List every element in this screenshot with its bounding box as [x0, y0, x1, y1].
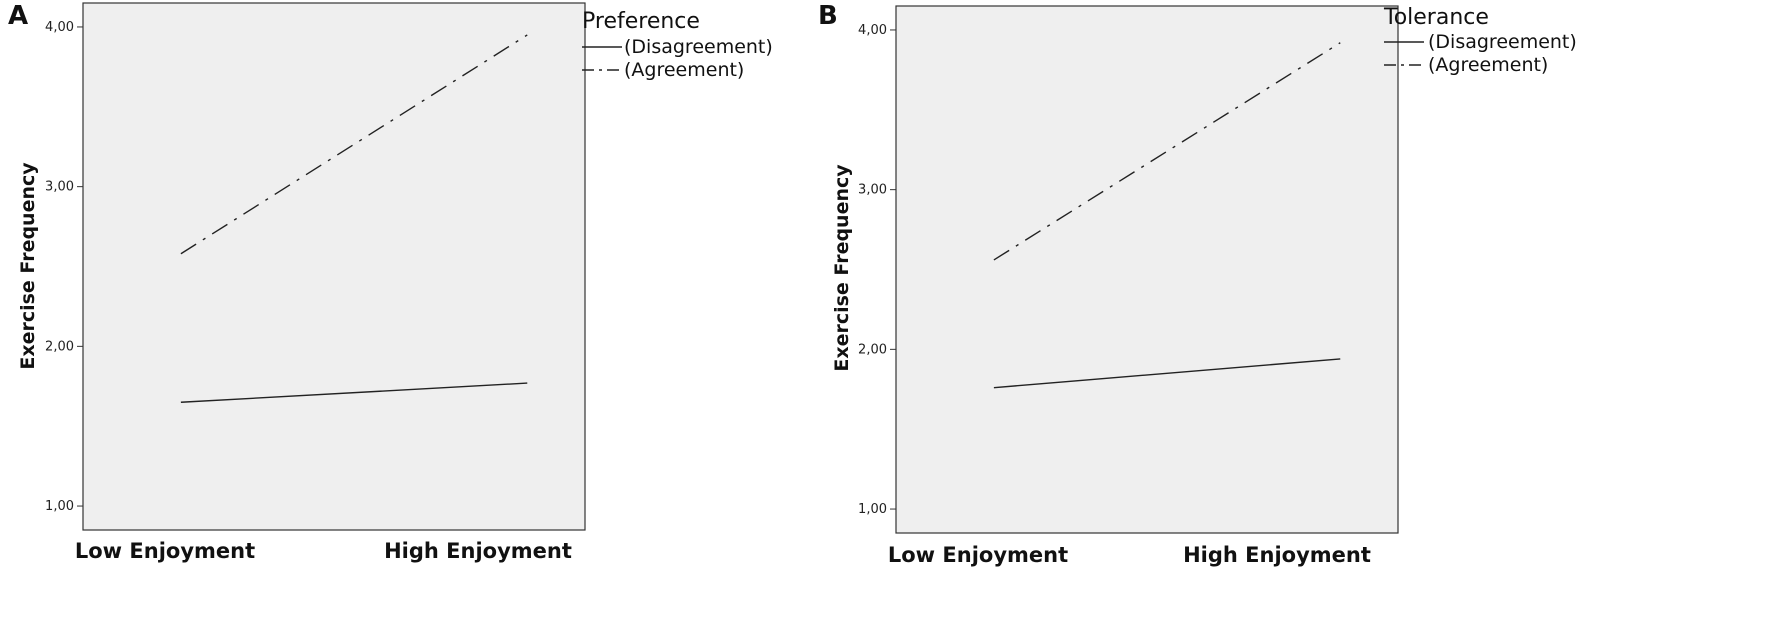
x-tick-label-low: Low Enjoyment: [75, 539, 255, 563]
panel-letter: B: [818, 1, 838, 31]
y-ticks: 1,00 2,00 3,00 4,00: [858, 23, 896, 517]
plot-area: [895, 5, 1399, 534]
legend-title: Tolerance: [1383, 5, 1489, 30]
y-axis-title: Exercise Frequency: [17, 162, 39, 370]
legend-label-disagreement: (Disagreement): [624, 36, 773, 58]
y-tick-label: 3,00: [45, 180, 74, 195]
y-tick-label: 2,00: [858, 342, 887, 357]
y-ticks: 1,00 2,00 3,00 4,00: [45, 20, 83, 514]
x-tick-label-high: High Enjoyment: [384, 539, 572, 563]
legend-title: Preference: [582, 9, 700, 34]
x-tick-label-low: Low Enjoyment: [888, 543, 1068, 567]
legend-label-agreement: (Agreement): [1428, 54, 1548, 76]
y-tick-label: 2,00: [45, 339, 74, 354]
legend-label-disagreement: (Disagreement): [1428, 31, 1577, 53]
plot-area: [82, 2, 586, 531]
y-tick-label: 3,00: [858, 183, 887, 198]
series-lines: [180, 34, 528, 403]
y-tick-label: 1,00: [45, 499, 74, 514]
legend: Tolerance (Disagreement) (Agreement): [1383, 5, 1577, 76]
panel-letter: A: [8, 1, 28, 31]
y-tick-label: 4,00: [858, 23, 887, 38]
panel-a: 1,00 2,00 3,00 4,00 A Exercise Frequency Lo…: [8, 1, 773, 563]
series-line-agreement: [993, 42, 1341, 261]
legend-label-agreement: (Agreement): [624, 59, 744, 81]
y-tick-label: 1,00: [858, 502, 887, 517]
x-tick-label-high: High Enjoyment: [1183, 543, 1371, 567]
panel-b: 1,00 2,00 3,00 4,00 B Exercise Frequency Lo…: [818, 1, 1577, 567]
y-tick-label: 4,00: [45, 20, 74, 35]
y-axis-title: Exercise Frequency: [831, 164, 853, 372]
series-lines: [993, 42, 1341, 389]
series-line-agreement: [180, 34, 528, 255]
series-line-disagreement: [993, 358, 1341, 389]
series-line-disagreement: [180, 382, 528, 403]
legend: Preference (Disagreement) (Agreement): [582, 9, 773, 81]
